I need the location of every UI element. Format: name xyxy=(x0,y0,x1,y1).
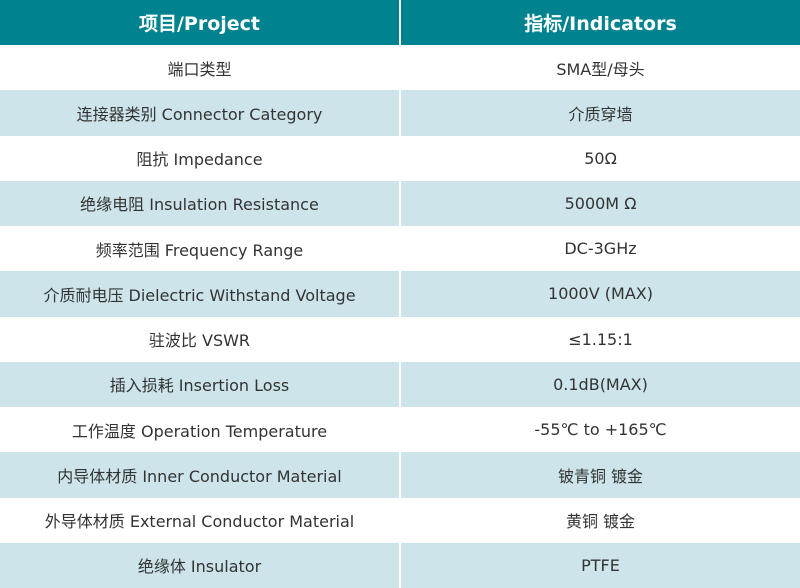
value-cell: 0.1dB(MAX) xyxy=(401,361,800,407)
header-project: 项目/Project xyxy=(0,0,399,45)
value-cell: 50Ω xyxy=(401,135,800,181)
project-cell: 端口类型 xyxy=(0,45,399,91)
value-cell: SMA型/母头 xyxy=(401,45,800,91)
table-row: 绝缘电阻 Insulation Resistance 5000M Ω xyxy=(0,180,800,226)
header-indicators: 指标/Indicators xyxy=(401,0,800,45)
table-row: 绝缘体 Insulator PTFE xyxy=(0,542,800,588)
value-cell: 1000V (MAX) xyxy=(401,271,800,317)
table-row: 阻抗 Impedance 50Ω xyxy=(0,135,800,181)
value-cell: -55℃ to +165℃ xyxy=(401,407,800,453)
project-cell: 内导体材质 Inner Conductor Material xyxy=(0,452,399,498)
table-body: 端口类型 SMA型/母头 连接器类别 Connector Category 介质穿墙阻… xyxy=(0,45,800,588)
table-row: 连接器类别 Connector Category 介质穿墙 xyxy=(0,90,800,136)
project-cell: 外导体材质 External Conductor Material xyxy=(0,497,399,543)
project-cell: 连接器类别 Connector Category xyxy=(0,90,399,136)
project-cell: 驻波比 VSWR xyxy=(0,316,399,362)
value-cell: ≤1.15:1 xyxy=(401,316,800,362)
value-cell: 黄铜 镀金 xyxy=(401,497,800,543)
table-row: 内导体材质 Inner Conductor Material 铍青铜 镀金 xyxy=(0,452,800,498)
table-row: 外导体材质 External Conductor Material 黄铜 镀金 xyxy=(0,497,800,543)
project-cell: 绝缘电阻 Insulation Resistance xyxy=(0,180,399,226)
value-cell: 5000M Ω xyxy=(401,180,800,226)
value-cell: 铍青铜 镀金 xyxy=(401,452,800,498)
value-cell: DC-3GHz xyxy=(401,226,800,272)
value-cell: PTFE xyxy=(401,542,800,588)
project-cell: 插入损耗 Insertion Loss xyxy=(0,361,399,407)
table-row: 频率范围 Frequency Range DC-3GHz xyxy=(0,226,800,272)
table-header: 项目/Project 指标/Indicators xyxy=(0,0,800,45)
project-cell: 介质耐电压 Dielectric Withstand Voltage xyxy=(0,271,399,317)
table-row: 介质耐电压 Dielectric Withstand Voltage 1000V … xyxy=(0,271,800,317)
table-row: 插入损耗 Insertion Loss 0.1dB(MAX) xyxy=(0,361,800,407)
table-row: 驻波比 VSWR ≤1.15:1 xyxy=(0,316,800,362)
project-cell: 阻抗 Impedance xyxy=(0,135,399,181)
table-row: 端口类型 SMA型/母头 xyxy=(0,45,800,91)
project-cell: 频率范围 Frequency Range xyxy=(0,226,399,272)
table-row: 工作温度 Operation Temperature -55℃ to +165℃ xyxy=(0,407,800,453)
project-cell: 绝缘体 Insulator xyxy=(0,542,399,588)
value-cell: 介质穿墙 xyxy=(401,90,800,136)
project-cell: 工作温度 Operation Temperature xyxy=(0,407,399,453)
